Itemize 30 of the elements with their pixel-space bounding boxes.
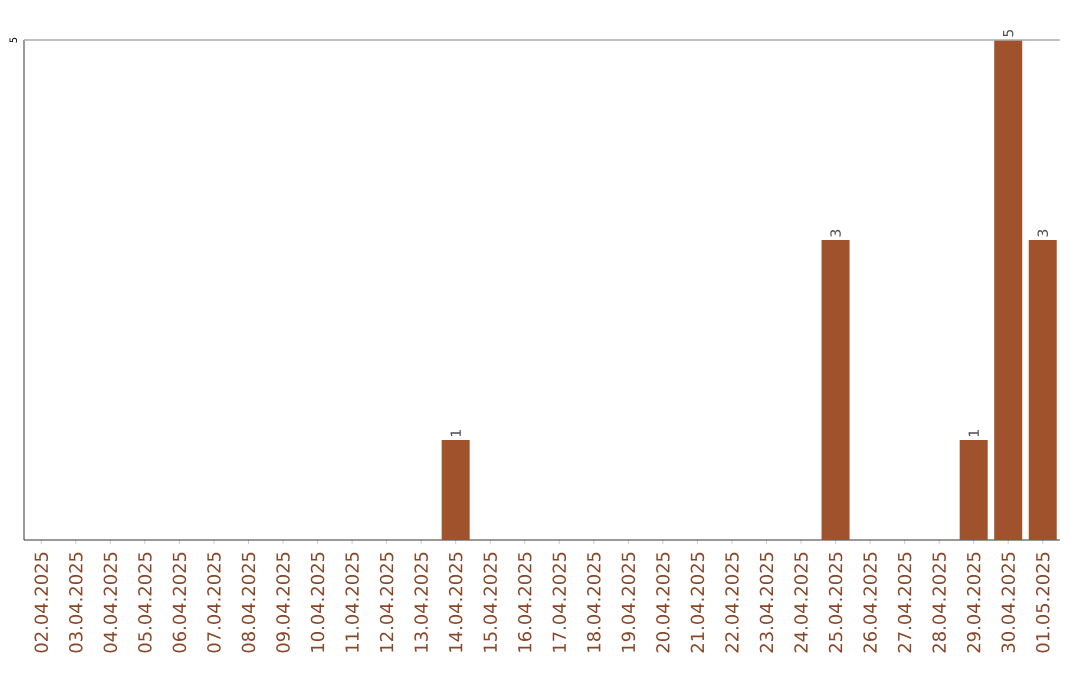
x-tick-label: 03.04.2025 <box>69 552 83 653</box>
x-tick-label: 07.04.2025 <box>207 552 221 653</box>
x-tick-label: 22.04.2025 <box>725 552 739 653</box>
x-tick-label: 17.04.2025 <box>552 552 567 652</box>
x-tick-label: 16.04.2025 <box>517 552 532 652</box>
x-tick-label: 26.04.2025 <box>863 552 877 653</box>
x-tick-label: 19.04.2025 <box>621 552 636 652</box>
x-tick-label: 18.04.2025 <box>587 552 601 652</box>
x-tick-label: 30.04.2025 <box>1001 552 1015 653</box>
x-tick-label: 24.04.2025 <box>794 552 808 653</box>
x-tick-label: 14.04.2025 <box>448 552 463 652</box>
x-tick-label: 23.04.2025 <box>759 552 774 653</box>
x-tick-label: 08.04.2025 <box>241 552 256 653</box>
x-tick-label: 04.04.2025 <box>103 552 118 653</box>
x-tick-label: 05.04.2025 <box>138 552 152 653</box>
x-tick-label: 28.04.2025 <box>932 552 946 653</box>
x-tick-label: 09.04.2025 <box>276 552 290 653</box>
x-tick-label: 02.04.2025 <box>34 552 49 653</box>
x-tick-label: 29.04.2025 <box>966 552 981 653</box>
x-tick-label: 27.04.2025 <box>897 552 912 653</box>
x-tick-label: 20.04.2025 <box>656 552 670 653</box>
x-tick-label: 06.04.2025 <box>172 552 187 653</box>
x-tick-label: 11.04.2025 <box>345 552 359 652</box>
x-tick-label: 21.04.2025 <box>690 552 705 653</box>
x-tick-label: 01.05.2025 <box>1035 552 1050 653</box>
x-tick-label: 12.04.2025 <box>379 552 394 652</box>
x-tick-label: 13.04.2025 <box>414 552 428 652</box>
x-tick-label: 15.04.2025 <box>483 552 497 652</box>
x-tick-label: 25.04.2025 <box>828 552 843 653</box>
x-tick-label: 10.04.2025 <box>310 552 325 652</box>
